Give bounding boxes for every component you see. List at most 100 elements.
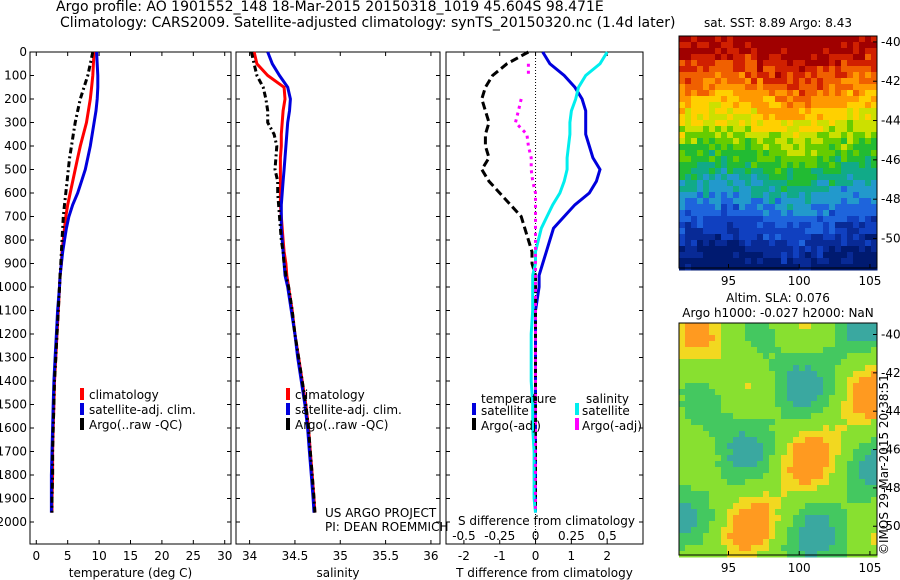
x-tick-label: 0: [532, 549, 540, 563]
series-line-t-argo-adj-: [480, 50, 537, 513]
x-tick-label: -2: [458, 549, 470, 563]
legend-swatch: [80, 418, 84, 430]
map-x-tick-label: 100: [788, 561, 811, 575]
legend-swatch: [80, 403, 84, 415]
pi-label: PI: DEAN ROEMMICH: [325, 520, 448, 534]
map-y-tick-label: -50: [881, 519, 900, 533]
x-tick-label: 34: [242, 549, 257, 563]
x-axis-label: salinity: [316, 566, 359, 580]
x-tick-label: 5: [64, 549, 72, 563]
map-y-tick-label: -42: [881, 366, 900, 380]
depth-tick-label: 1200: [0, 327, 27, 341]
depth-tick-label: 200: [4, 92, 27, 106]
secondary-x-tick-label: 0.25: [558, 529, 585, 543]
map-x-tick-label: 105: [858, 274, 881, 288]
sla-map-title-line1: Altim. SLA: 0.076: [726, 291, 830, 305]
map-y-tick-label: -46: [881, 153, 900, 167]
map-frame: [678, 322, 878, 556]
depth-tick-label: 400: [4, 139, 27, 153]
imos-timestamp: ©IMOS 29-Mar-2015 20:38:51: [877, 374, 891, 555]
depth-tick-label: 1400: [0, 374, 27, 388]
legend-label: satellite-adj. clim.: [89, 403, 196, 417]
sla-map: [679, 323, 878, 558]
x-tick-label: 0: [32, 549, 40, 563]
legend-swatch: [575, 418, 579, 430]
panel-frame: [235, 51, 441, 545]
x-tick-label: 1: [568, 549, 576, 563]
x-axis-label: temperature (deg C): [69, 566, 192, 580]
figure-title-line1: Argo profile: AO 1901552_148 18-Mar-2015…: [56, 0, 604, 15]
series-line-t-satellite: [534, 51, 602, 513]
depth-tick-label: 1000: [0, 280, 27, 294]
depth-tick-label: 1100: [0, 304, 27, 318]
map-y-tick-label: -40: [881, 35, 900, 49]
map-y-tick-label: -48: [881, 192, 900, 206]
depth-tick-label: 1600: [0, 421, 27, 435]
map-y-tick-label: -44: [881, 114, 900, 128]
legend-swatch: [286, 418, 290, 430]
map-frame: [678, 35, 878, 269]
depth-tick-label: 900: [4, 257, 27, 271]
legend-swatch: [575, 403, 579, 415]
map-y-tick-label: -44: [881, 404, 900, 418]
panel-frame: [445, 51, 644, 545]
sla-map-title-line2: Argo h1000: -0.027 h2000: NaN: [682, 306, 874, 320]
series-line-climatology: [252, 51, 317, 513]
series-line-s-satellite: [529, 51, 609, 513]
legend-label: Argo(-adj): [481, 419, 541, 433]
depth-tick-label: 300: [4, 116, 27, 130]
x-tick-label: 20: [154, 549, 169, 563]
legend-label: satellite: [481, 404, 529, 418]
x-tick-label: 10: [91, 549, 106, 563]
legend-label: Argo(..raw -QC): [89, 418, 182, 432]
map-x-tick-label: 105: [858, 561, 881, 575]
legend-label: Argo(-adj): [582, 419, 642, 433]
depth-tick-label: 100: [4, 69, 27, 83]
depth-tick-label: 1700: [0, 445, 27, 459]
secondary-x-tick-label: 0.5: [598, 529, 617, 543]
legend-title-salinity: salinity: [586, 392, 629, 406]
x-tick-label: 34.5: [282, 549, 309, 563]
depth-tick-label: 0: [19, 45, 27, 59]
legend-swatch: [286, 388, 290, 400]
depth-tick-label: 1300: [0, 351, 27, 365]
depth-tick-label: 800: [4, 233, 27, 247]
series-line-argo-raw-qc-: [50, 51, 95, 513]
x-axis-label: T difference from climatology: [455, 566, 633, 580]
depth-tick-label: 2000: [0, 515, 27, 529]
map-x-tick-label: 95: [721, 561, 736, 575]
secondary-x-tick-label: -0.25: [484, 529, 515, 543]
legend-label: climatology: [295, 388, 365, 402]
map-y-tick-label: -46: [881, 443, 900, 457]
legend-label: Argo(..raw -QC): [295, 418, 388, 432]
map-x-tick-label: 95: [721, 274, 736, 288]
legend-swatch: [80, 388, 84, 400]
series-line-satellite-adj-clim-: [266, 51, 316, 513]
sst-map: [679, 36, 878, 271]
depth-tick-label: 500: [4, 163, 27, 177]
legend-swatch: [472, 418, 476, 430]
legend-label: satellite-adj. clim.: [295, 403, 402, 417]
legend-label: satellite: [582, 404, 630, 418]
x-tick-label: -1: [494, 549, 506, 563]
series-line-argo-raw-qc-: [249, 51, 317, 513]
project-label: US ARGO PROJECT: [325, 506, 437, 520]
depth-tick-label: 1500: [0, 398, 27, 412]
x-tick-label: 15: [123, 549, 138, 563]
x-tick-label: 30: [217, 549, 232, 563]
map-x-tick-label: 100: [788, 274, 811, 288]
series-line-s-argo-adj-: [513, 63, 537, 513]
depth-tick-label: 700: [4, 210, 27, 224]
legend-title-temperature: temperature: [481, 392, 556, 406]
legend-swatch: [472, 403, 476, 415]
x-tick-label: 2: [603, 549, 611, 563]
x-tick-label: 35: [333, 549, 348, 563]
legend-swatch: [286, 403, 290, 415]
legend-label: climatology: [89, 388, 159, 402]
x-tick-label: 25: [186, 549, 201, 563]
depth-tick-label: 1900: [0, 492, 27, 506]
secondary-x-axis-label: S difference from climatology: [458, 514, 635, 528]
map-y-tick-label: -40: [881, 328, 900, 342]
figure-title-line2: Climatology: CARS2009. Satellite-adjuste…: [60, 15, 676, 31]
